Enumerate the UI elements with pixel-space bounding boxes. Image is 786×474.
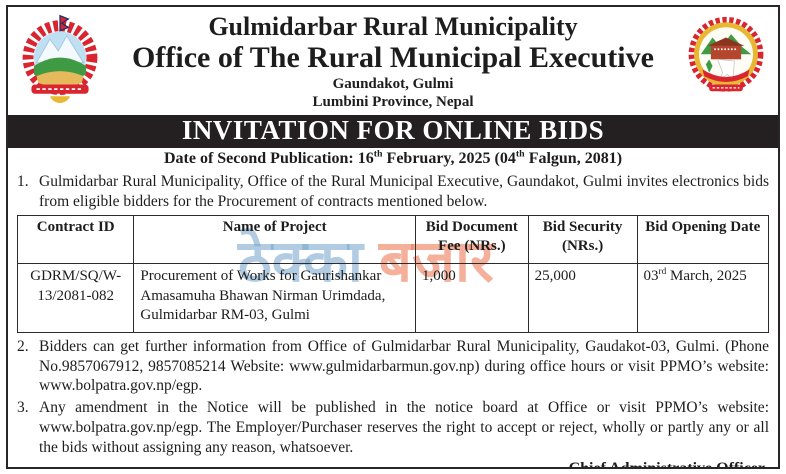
item-2-text: Bidders can get further information from…: [39, 337, 769, 395]
cell-contract-id: GDRM/SQ/W-13/2081-082: [16, 263, 135, 333]
item-2-number: 2.: [17, 337, 29, 355]
notice-banner-title: INVITATION FOR ONLINE BIDS: [8, 115, 778, 149]
pubdate-suffix: Falgun, 2081): [524, 150, 623, 168]
pubdate-sup-2: th: [515, 148, 525, 160]
opening-day: 03: [643, 268, 659, 285]
org-title: Gulmidarbar Rural Municipality: [208, 12, 578, 41]
col-header-bid-document-fee: Bid Document Fee (NRs.): [415, 214, 529, 265]
municipality-logo: [688, 16, 764, 92]
office-title: Office of The Rural Municipal Executive: [132, 41, 654, 75]
letterhead: Gulmidarbar Rural Municipality Office of…: [8, 7, 778, 112]
col-header-project-name: Name of Project: [133, 214, 417, 265]
opening-day-sup: rd: [658, 267, 667, 278]
cell-bid-security: 25,000: [527, 263, 638, 333]
cell-bid-document-fee: 1,000: [415, 263, 529, 333]
signatory-title: Chief Administrative Officer: [568, 459, 765, 469]
document-frame: Gulmidarbar Rural Municipality Office of…: [6, 5, 780, 469]
address-line-1: Gaundakot, Gulmi: [332, 75, 454, 92]
opening-rest: March, 2025: [666, 268, 747, 285]
nepal-emblem-logo: [22, 14, 98, 103]
item-1-text: Gulmidarbar Rural Municipality, Office o…: [39, 173, 769, 210]
col-header-bid-opening-date: Bid Opening Date: [636, 214, 770, 265]
bid-table-header-row: Contract ID Name of Project Bid Document…: [16, 214, 770, 265]
cell-project-name: Procurement of Works for Gaurishankar Am…: [133, 263, 417, 333]
publication-date: Date of Second Publication: 16th Februar…: [8, 148, 778, 168]
pubdate-sup-1: th: [373, 148, 383, 160]
notice-item-1: 1. Gulmidarbar Rural Municipality, Offic…: [17, 172, 769, 212]
col-header-bid-security: Bid Security (NRs.): [527, 214, 638, 265]
item-3-text: Any amendment in the Notice will be publ…: [39, 399, 769, 456]
pubdate-prefix: Date of Second Publication: 16: [163, 150, 374, 168]
pubdate-middle: February, 2025 (04: [382, 150, 516, 168]
address-line-2: Lumbini Province, Nepal: [312, 93, 474, 110]
cell-bid-opening-date: 03rd March, 2025: [636, 263, 770, 333]
col-header-contract-id: Contract ID: [16, 214, 135, 265]
bid-table: Contract ID Name of Project Bid Document…: [16, 214, 770, 333]
letterhead-text: Gulmidarbar Rural Municipality Office of…: [102, 10, 684, 110]
notice-item-3: 3. Any amendment in the Notice will be p…: [17, 398, 769, 457]
notice-item-2: 2. Bidders can get further information f…: [17, 337, 769, 396]
bid-table-row: GDRM/SQ/W-13/2081-082 Procurement of Wor…: [16, 263, 770, 333]
item-1-number: 1.: [17, 173, 29, 191]
notice-body: 1. Gulmidarbar Rural Municipality, Offic…: [8, 170, 778, 469]
item-3-number: 3.: [17, 399, 29, 417]
